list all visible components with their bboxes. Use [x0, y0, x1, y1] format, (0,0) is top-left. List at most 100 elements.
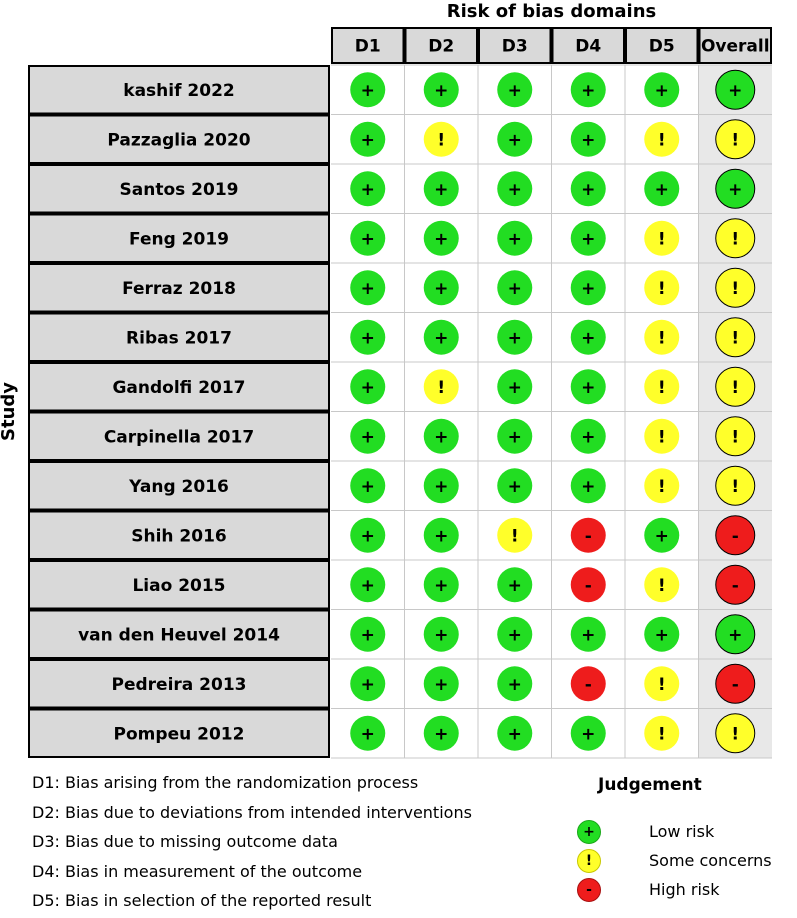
rating-low-dot	[423, 72, 459, 108]
rating-symbol: !	[731, 130, 739, 150]
rating-symbol: +	[361, 625, 375, 645]
study-label-cell	[28, 560, 330, 610]
judgement-some: ! Some concerns	[572, 846, 772, 875]
rating-symbol: +	[728, 81, 742, 101]
domain-header-label: Overall	[701, 37, 770, 57]
rating-low-dot	[350, 517, 386, 553]
rating-some-dot	[644, 666, 680, 702]
domain-header-cell	[478, 27, 552, 64]
some-concerns-icon: !	[577, 848, 601, 873]
rating-symbol: +	[655, 526, 669, 546]
study-label-cell	[28, 659, 330, 709]
rating-symbol: +	[508, 625, 522, 645]
rating-low-dot	[497, 319, 533, 355]
study-label: Feng 2019	[129, 229, 229, 249]
rating-some-dot	[715, 366, 756, 407]
some-concerns-symbol: !	[585, 852, 593, 869]
study-label: Liao 2015	[132, 576, 225, 596]
study-label: van den Heuvel 2014	[78, 625, 280, 645]
rating-low-dot	[423, 468, 459, 504]
rating-low-dot	[570, 616, 606, 652]
rating-symbol: +	[434, 180, 448, 200]
domain-header-label: D2	[428, 37, 454, 57]
study-label: kashif 2022	[123, 81, 234, 101]
rating-low-dot	[350, 369, 386, 405]
rating-symbol: +	[434, 526, 448, 546]
rating-high-dot	[715, 663, 756, 704]
judgement-legend: Judgement + Low risk ! Some concerns - H…	[572, 775, 772, 904]
rating-symbol: +	[361, 229, 375, 249]
rating-symbol: +	[508, 130, 522, 150]
rating-low-dot	[423, 715, 459, 751]
rating-low-dot	[423, 270, 459, 306]
rating-symbol: !	[511, 526, 519, 546]
rating-symbol: +	[508, 576, 522, 596]
study-label-cell	[28, 114, 330, 164]
rating-high-dot	[570, 666, 606, 702]
rating-some-dot	[644, 121, 680, 157]
study-label-cell	[28, 609, 330, 659]
rating-high-dot	[570, 517, 606, 553]
rating-symbol: !	[731, 477, 739, 497]
some-concerns-label: Some concerns	[649, 851, 772, 870]
rating-symbol: !	[658, 477, 666, 497]
rating-symbol: +	[581, 328, 595, 348]
rating-symbol: +	[581, 724, 595, 744]
rating-symbol: !	[658, 328, 666, 348]
rating-low-dot	[715, 69, 756, 110]
rating-symbol: +	[361, 81, 375, 101]
study-label: Shih 2016	[131, 526, 227, 546]
rating-symbol: +	[508, 180, 522, 200]
rating-some-dot	[715, 713, 756, 754]
rating-symbol: !	[658, 229, 666, 249]
rating-low-dot	[497, 468, 533, 504]
rating-low-dot	[423, 418, 459, 454]
rating-low-dot	[715, 168, 756, 209]
domain-header-cell	[698, 27, 772, 64]
rating-symbol: !	[731, 724, 739, 744]
rating-symbol: +	[361, 130, 375, 150]
rating-symbol: +	[361, 477, 375, 497]
rating-low-dot	[350, 666, 386, 702]
domain-header-cell	[331, 27, 405, 64]
rating-symbol: !	[658, 576, 666, 596]
rating-symbol: +	[655, 180, 669, 200]
rating-some-dot	[644, 418, 680, 454]
rating-some-dot	[644, 715, 680, 751]
domain-key-d5: D5: Bias in selection of the reported re…	[32, 891, 372, 910]
rating-symbol: +	[508, 427, 522, 447]
rating-low-dot	[350, 72, 386, 108]
rating-symbol: !	[658, 130, 666, 150]
rating-symbol: +	[361, 576, 375, 596]
rating-low-dot	[423, 517, 459, 553]
low-risk-symbol: +	[583, 823, 595, 840]
rating-low-dot	[644, 72, 680, 108]
domain-header-label: D3	[502, 37, 528, 57]
rating-low-dot	[570, 121, 606, 157]
study-label: Santos 2019	[120, 180, 239, 200]
study-label: Ferraz 2018	[122, 279, 236, 299]
study-label-cell	[28, 510, 330, 560]
rating-symbol: +	[434, 427, 448, 447]
rating-low-dot	[350, 468, 386, 504]
domain-header-cell	[625, 27, 699, 64]
rating-symbol: +	[508, 675, 522, 695]
rating-low-dot	[497, 121, 533, 157]
domain-header-cell	[404, 27, 478, 64]
rating-symbol: -	[732, 576, 739, 596]
rating-some-dot	[715, 465, 756, 506]
study-label-cell	[28, 362, 330, 412]
domain-key-d4: D4: Bias in measurement of the outcome	[32, 861, 363, 881]
rating-low-dot	[570, 369, 606, 405]
rating-symbol: !	[658, 675, 666, 695]
rating-some-dot	[497, 517, 533, 553]
rating-symbol: +	[434, 477, 448, 497]
rating-symbol: +	[434, 675, 448, 695]
rating-symbol: !	[658, 427, 666, 447]
rating-some-dot	[644, 220, 680, 256]
rating-low-dot	[497, 369, 533, 405]
rating-symbol: +	[434, 625, 448, 645]
rating-symbol: +	[508, 378, 522, 398]
low-risk-icon: +	[577, 819, 601, 844]
rating-symbol: +	[581, 378, 595, 398]
